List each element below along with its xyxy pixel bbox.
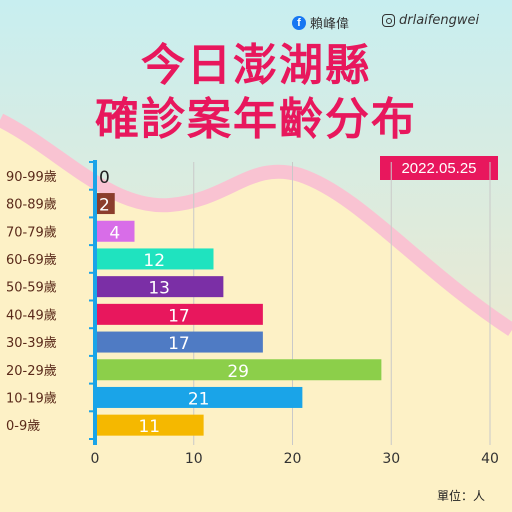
bar <box>95 414 204 436</box>
category-label: 0-9歲 <box>6 419 40 434</box>
title-line-2: 確診案年齡分布 <box>95 94 417 145</box>
value-label: 29 <box>227 362 249 382</box>
category-label: 10-19歲 <box>6 391 57 406</box>
value-label: 4 <box>109 223 120 243</box>
category-label: 80-89歲 <box>6 198 57 213</box>
instagram-credit: drlaifengwei <box>382 13 479 28</box>
category-label: 70-79歲 <box>6 225 57 240</box>
value-label: 21 <box>188 389 210 409</box>
x-tick-label: 30 <box>382 451 400 467</box>
value-label: 17 <box>168 334 190 354</box>
facebook-name: 賴峰偉 <box>310 17 350 32</box>
x-tick-label: 0 <box>91 451 100 467</box>
bar <box>95 331 263 353</box>
bars: 0 2 4 12 13 17 17 29 21 11 <box>95 168 382 437</box>
facebook-icon: f <box>292 15 306 30</box>
value-label: 11 <box>138 417 160 437</box>
bar <box>95 303 263 325</box>
category-label: 20-29歲 <box>6 364 57 379</box>
axes: 0 10 20 30 4090-99歲80-89歲70-79歲60-69歲50-59歲4… <box>6 160 499 467</box>
date-badge: 2022.05.25 <box>380 156 498 180</box>
x-tick-label: 10 <box>185 451 203 467</box>
category-label: 60-69歲 <box>6 253 57 268</box>
title-line-1: 今日澎湖縣 <box>141 40 371 91</box>
category-label: 30-39歲 <box>6 336 57 351</box>
value-label: 13 <box>148 279 170 299</box>
category-label: 40-49歲 <box>6 308 57 323</box>
category-label: 50-59歲 <box>6 281 57 296</box>
value-label: 12 <box>143 251 165 271</box>
value-label: 17 <box>168 306 190 326</box>
x-tick-label: 20 <box>284 451 302 467</box>
bar <box>95 276 224 298</box>
bar <box>95 193 115 215</box>
value-label: 2 <box>99 196 110 216</box>
instagram-icon <box>382 14 395 27</box>
bar <box>95 248 214 270</box>
x-tick-label: 40 <box>481 451 499 467</box>
instagram-handle: drlaifengwei <box>399 13 480 28</box>
category-label: 90-99歲 <box>6 170 57 185</box>
value-label: 0 <box>99 168 110 188</box>
bar <box>95 386 303 408</box>
facebook-credit: f 賴峰偉 <box>292 13 349 32</box>
bar <box>95 220 135 242</box>
bar <box>95 359 382 381</box>
unit-label: 單位：人 <box>437 489 486 503</box>
